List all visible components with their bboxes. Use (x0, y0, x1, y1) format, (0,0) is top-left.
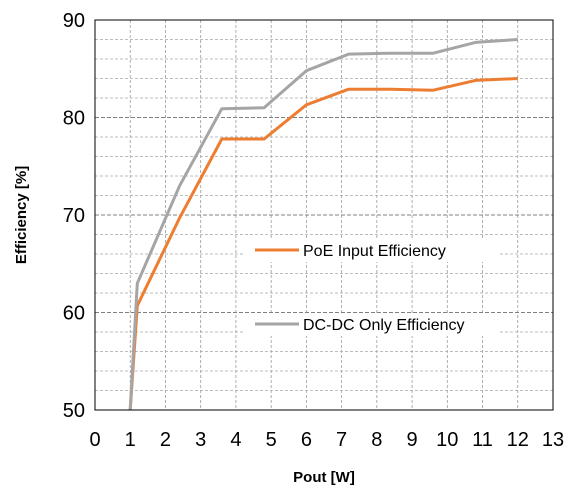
x-tick-label: 11 (472, 429, 493, 451)
x-tick-label: 12 (507, 429, 529, 451)
x-tick-label: 1 (125, 429, 136, 451)
y-tick-label: 50 (63, 400, 85, 422)
x-tick-label: 8 (371, 429, 382, 451)
x-tick-label: 6 (301, 429, 312, 451)
grid (95, 20, 553, 410)
legend-background (243, 240, 499, 262)
y-tick-label: 80 (63, 108, 85, 130)
y-axis-title: Efficiency [%] (13, 166, 30, 264)
legend-label: DC-DC Only Efficiency (303, 317, 465, 334)
x-tick-label: 2 (160, 429, 171, 451)
plot-area-frame (94, 19, 554, 411)
legend-background (243, 314, 499, 336)
legend-label: PoE Input Efficiency (303, 243, 446, 260)
series-layer (128, 38, 518, 411)
x-tick-label: 4 (230, 429, 241, 451)
x-tick-label: 7 (336, 429, 347, 451)
y-tick-label: 90 (63, 10, 85, 32)
x-tick-label: 13 (542, 429, 564, 451)
y-tick-label: 70 (63, 205, 85, 227)
x-tick-label: 0 (89, 429, 100, 451)
x-tick-label: 10 (436, 429, 458, 451)
series-line-1 (128, 77, 518, 411)
x-tick-label: 5 (266, 429, 277, 451)
x-tick-label: 9 (407, 429, 418, 451)
y-tick-label: 60 (63, 303, 85, 325)
x-tick-label: 3 (195, 429, 206, 451)
legend: PoE Input Efficiency DC-DC Only Efficienc… (243, 240, 499, 336)
series-line-2 (128, 38, 518, 411)
x-axis-title: Pout [W] (293, 469, 355, 486)
